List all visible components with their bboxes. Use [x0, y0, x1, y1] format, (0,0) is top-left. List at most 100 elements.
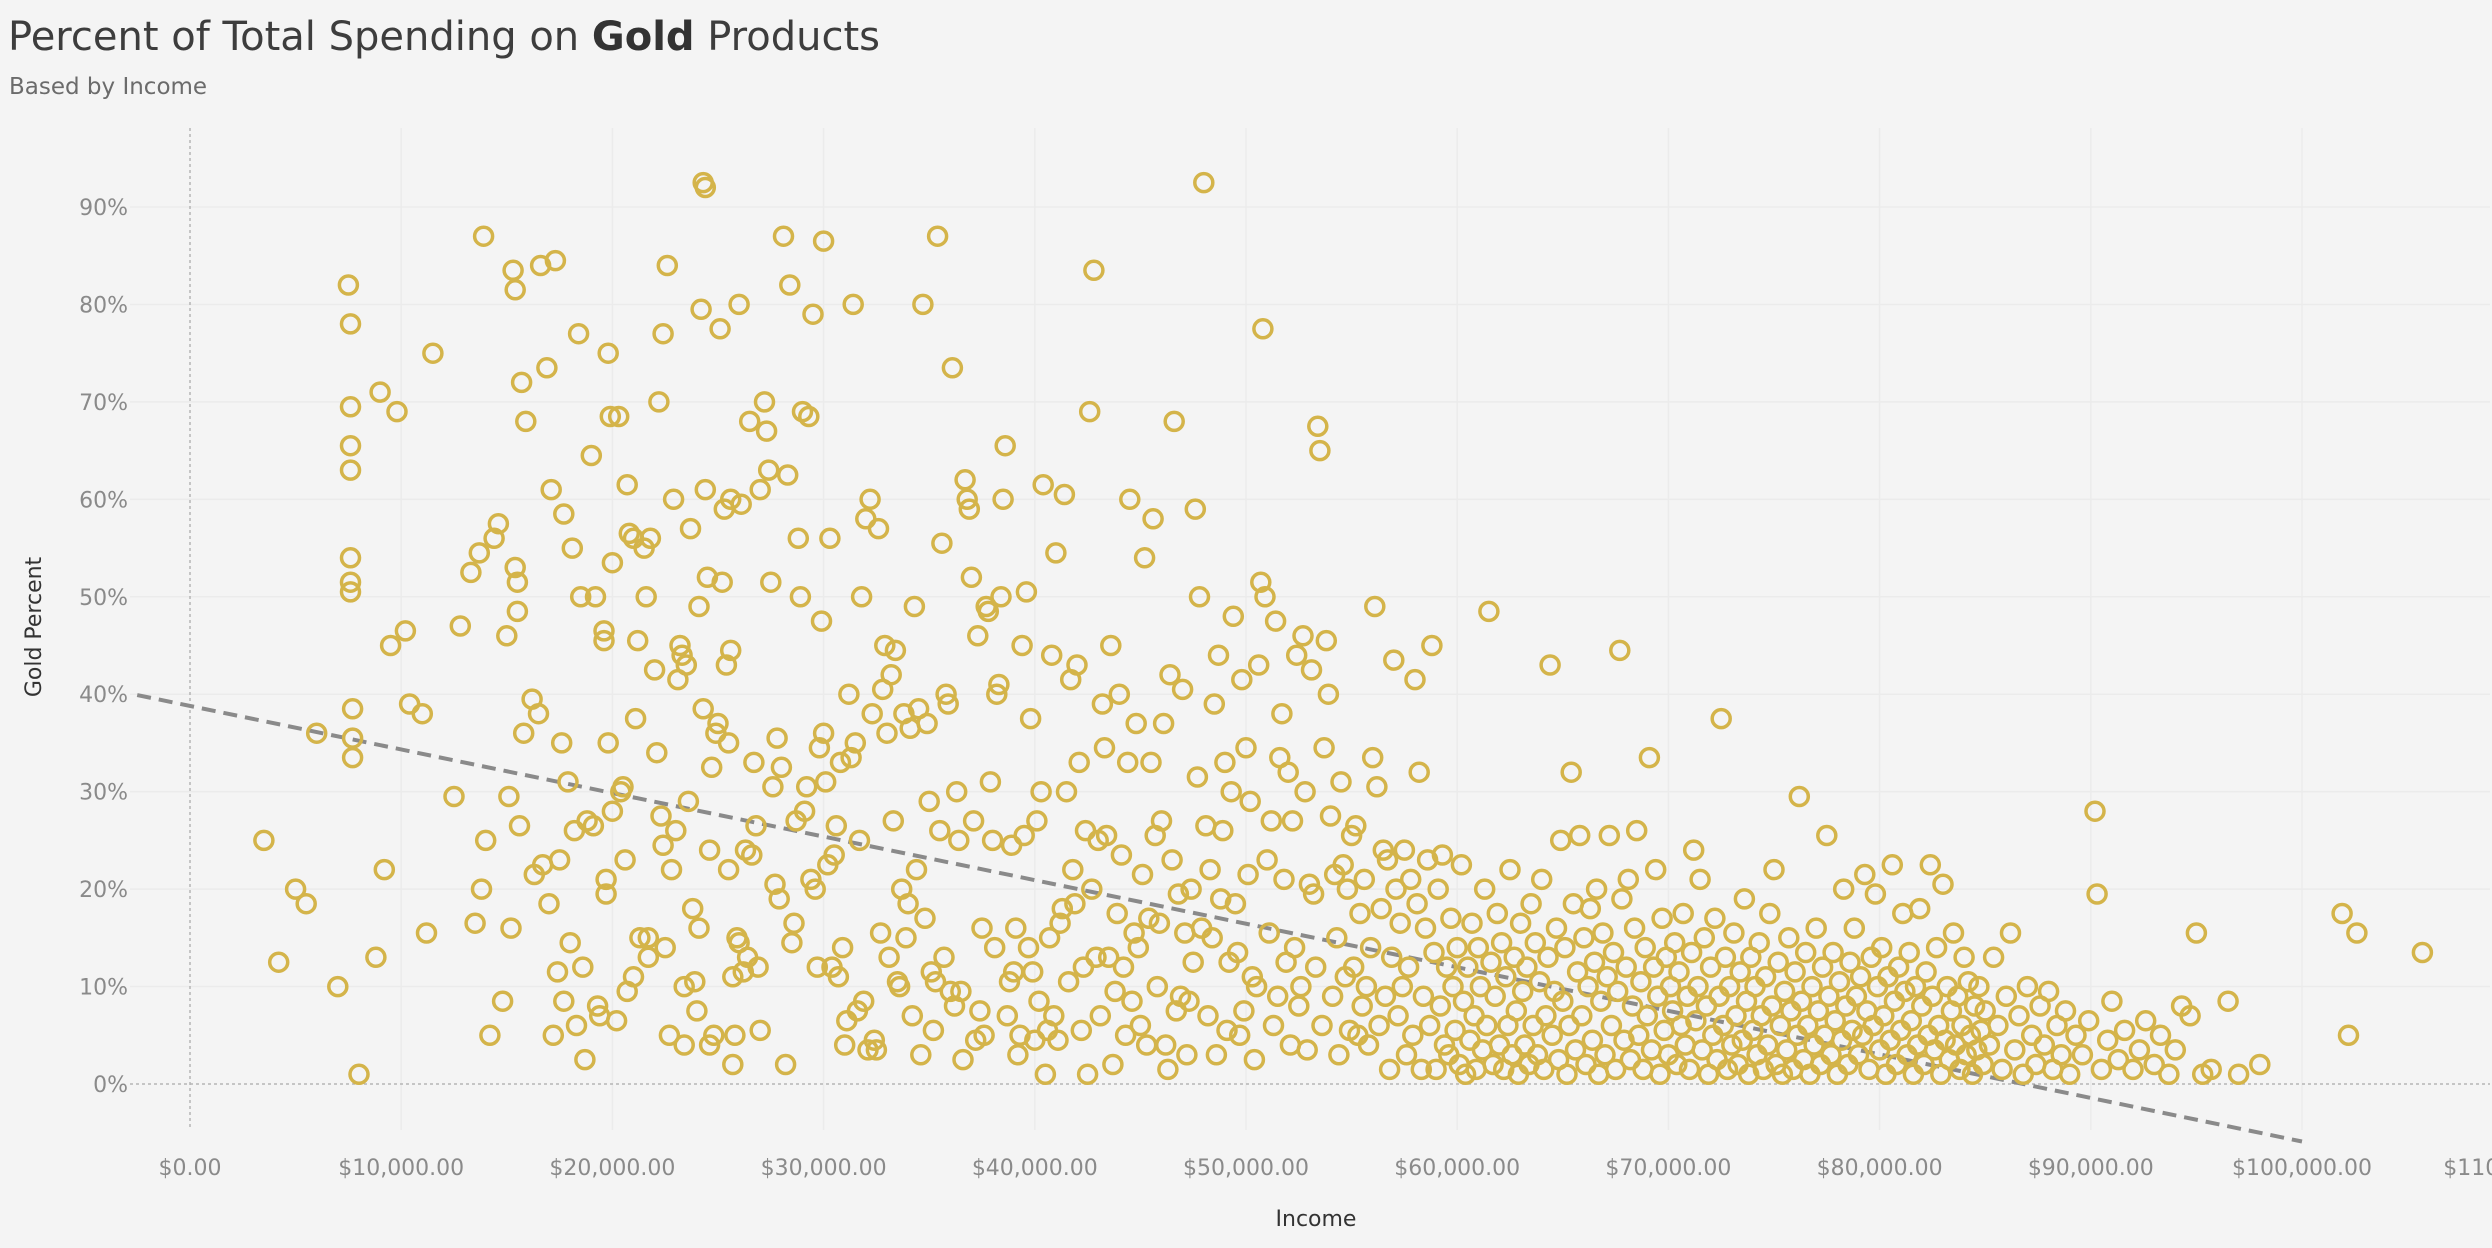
data-point[interactable] [2004, 1039, 2026, 1061]
data-point[interactable] [1378, 1058, 1401, 1081]
data-point[interactable] [1560, 761, 1582, 783]
data-point[interactable] [884, 639, 907, 662]
data-point[interactable] [990, 586, 1012, 608]
data-point[interactable] [1167, 883, 1190, 905]
data-point[interactable] [1431, 844, 1454, 866]
data-point[interactable] [1064, 892, 1086, 915]
data-point[interactable] [1467, 936, 1490, 959]
data-point[interactable] [629, 927, 651, 949]
data-point[interactable] [1824, 1009, 1846, 1032]
data-point[interactable] [863, 1029, 886, 1051]
data-point[interactable] [673, 975, 695, 998]
data-point[interactable] [536, 357, 558, 379]
data-point[interactable] [768, 888, 790, 910]
data-point[interactable] [876, 722, 898, 744]
data-point[interactable] [728, 293, 750, 316]
data-point[interactable] [1459, 1029, 1481, 1051]
data-point[interactable] [753, 391, 776, 413]
data-point[interactable] [1414, 917, 1437, 939]
data-point[interactable] [1231, 668, 1253, 691]
data-point[interactable] [1406, 892, 1428, 915]
data-point[interactable] [812, 722, 835, 744]
data-point[interactable] [1790, 990, 1813, 1012]
data-point[interactable] [1900, 1009, 1923, 1032]
data-point[interactable] [515, 410, 537, 433]
data-point[interactable] [1222, 605, 1245, 628]
data-point[interactable] [764, 873, 786, 895]
data-point[interactable] [1668, 961, 1690, 983]
data-point[interactable] [656, 254, 679, 277]
data-point[interactable] [719, 488, 742, 511]
data-point[interactable] [1953, 946, 1975, 969]
data-point[interactable] [787, 527, 810, 550]
data-point[interactable] [1590, 990, 1612, 1012]
data-point[interactable] [1072, 956, 1095, 978]
data-point[interactable] [565, 1014, 588, 1037]
data-point[interactable] [1429, 995, 1452, 1017]
data-point[interactable] [373, 858, 396, 881]
data-point[interactable] [1066, 654, 1088, 676]
data-point[interactable] [918, 790, 940, 813]
data-point[interactable] [929, 819, 951, 842]
data-point[interactable] [1524, 931, 1547, 954]
data-point[interactable] [1000, 834, 1023, 857]
data-point[interactable] [1397, 956, 1420, 978]
data-point[interactable] [935, 683, 957, 705]
data-point[interactable] [2227, 1063, 2250, 1086]
data-point[interactable] [1452, 990, 1475, 1012]
data-point[interactable] [1628, 1024, 1650, 1047]
data-point[interactable] [1292, 625, 1314, 647]
data-point[interactable] [1395, 1044, 1418, 1066]
data-point[interactable] [1078, 400, 1101, 423]
data-point[interactable] [1528, 970, 1551, 993]
data-point[interactable] [939, 980, 962, 1003]
data-point[interactable] [1154, 1034, 1177, 1056]
data-point[interactable] [422, 342, 444, 364]
data-point[interactable] [933, 946, 955, 969]
data-point[interactable] [1007, 1044, 1029, 1066]
data-point[interactable] [253, 829, 275, 852]
data-point[interactable] [880, 663, 902, 686]
data-point[interactable] [1828, 970, 1851, 993]
data-point[interactable] [977, 600, 1000, 623]
data-point[interactable] [1228, 1024, 1251, 1047]
data-point[interactable] [1564, 1039, 1587, 1061]
data-point[interactable] [1412, 985, 1435, 1008]
data-point[interactable] [1068, 751, 1090, 774]
data-point[interactable] [1271, 702, 1293, 725]
data-point[interactable] [1216, 1019, 1238, 1042]
data-point[interactable] [1946, 985, 1969, 1008]
data-point[interactable] [2086, 883, 2108, 905]
data-point[interactable] [1539, 654, 1561, 676]
data-point[interactable] [1678, 1058, 1701, 1081]
data-point[interactable] [684, 970, 706, 993]
data-point[interactable] [1592, 922, 1614, 944]
data-point[interactable] [1847, 1044, 1870, 1066]
data-point[interactable] [398, 693, 421, 715]
data-point[interactable] [1247, 654, 1270, 676]
data-point[interactable] [920, 961, 943, 983]
data-point[interactable] [559, 931, 581, 954]
data-point[interactable] [654, 936, 676, 959]
data-point[interactable] [1402, 1024, 1424, 1047]
data-point[interactable] [954, 469, 976, 491]
data-point[interactable] [1290, 975, 1312, 998]
data-point[interactable] [1771, 1063, 1794, 1086]
data-point[interactable] [1721, 1034, 1743, 1056]
data-point[interactable] [601, 800, 624, 822]
data-point[interactable] [755, 420, 778, 442]
data-point[interactable] [1541, 1024, 1563, 1047]
data-point[interactable] [1102, 1053, 1124, 1076]
data-point[interactable] [1611, 888, 1633, 910]
data-point[interactable] [624, 707, 647, 730]
data-point[interactable] [1972, 1053, 1994, 1076]
data-point[interactable] [1408, 761, 1430, 783]
data-point[interactable] [1444, 1019, 1466, 1042]
data-point[interactable] [1556, 1063, 1578, 1086]
data-point[interactable] [738, 410, 761, 433]
data-point[interactable] [1140, 751, 1162, 774]
data-point[interactable] [1081, 878, 1103, 900]
data-point[interactable] [874, 634, 896, 657]
data-point[interactable] [1193, 171, 1215, 194]
data-point[interactable] [1089, 1005, 1112, 1027]
